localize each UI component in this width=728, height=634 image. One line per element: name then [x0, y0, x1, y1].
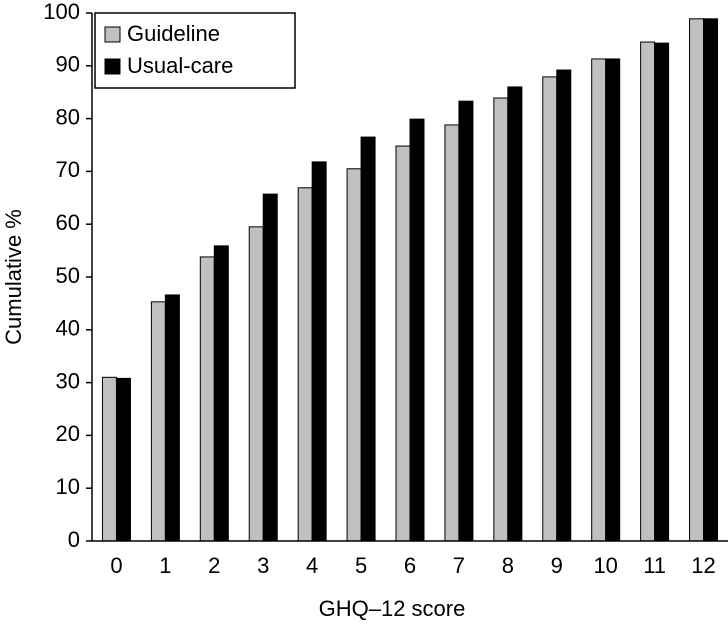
legend-swatch [104, 58, 121, 75]
bar [703, 18, 719, 542]
bar [199, 256, 215, 542]
legend-label: Guideline [127, 21, 220, 46]
bar [248, 226, 264, 542]
y-tick-label: 20 [56, 421, 80, 446]
x-tick-label: 3 [257, 553, 269, 578]
bar [689, 18, 705, 542]
y-tick-label: 60 [56, 210, 80, 235]
bar [654, 42, 670, 542]
y-axis-title: Cumulative % [1, 209, 26, 345]
bar [409, 118, 425, 542]
y-tick-label: 90 [56, 52, 80, 77]
bar [444, 124, 460, 542]
bar [605, 58, 621, 542]
x-tick-label: 4 [306, 553, 318, 578]
y-tick-label: 10 [56, 474, 80, 499]
legend-box [94, 12, 296, 89]
x-tick-label: 11 [643, 553, 666, 578]
x-tick-label: 2 [208, 553, 220, 578]
y-tick-label: 30 [56, 368, 80, 393]
legend-swatch [104, 26, 121, 43]
bar [458, 100, 474, 542]
y-tick-label: 0 [68, 527, 80, 552]
bar [507, 86, 523, 542]
x-tick-label: 9 [551, 553, 563, 578]
x-tick-label: 8 [502, 553, 514, 578]
x-tick-label: 1 [159, 553, 171, 578]
bar [346, 168, 362, 542]
bar [213, 245, 229, 542]
x-tick-label: 0 [110, 553, 122, 578]
x-tick-label: 6 [404, 553, 416, 578]
x-tick-label: 5 [355, 553, 367, 578]
x-tick-label: 10 [593, 553, 617, 578]
bar [640, 41, 656, 542]
bar [150, 301, 166, 542]
y-tick-label: 50 [56, 263, 80, 288]
legend-label: Usual-care [127, 53, 233, 78]
x-tick-label: 12 [691, 553, 715, 578]
bar [542, 76, 558, 542]
y-tick-label: 40 [56, 316, 80, 341]
bar [101, 376, 117, 542]
bar [395, 145, 411, 542]
bar [311, 161, 327, 542]
bar [115, 377, 131, 542]
bar [297, 187, 313, 542]
x-tick-label: 7 [453, 553, 465, 578]
bar [360, 136, 376, 542]
bar [591, 58, 607, 542]
y-tick-label: 100 [43, 0, 80, 24]
bar [556, 69, 572, 542]
y-tick-label: 80 [56, 104, 80, 129]
bar [262, 193, 278, 542]
bar [493, 97, 509, 542]
x-axis-title: GHQ–12 score [319, 596, 466, 621]
bar [164, 294, 180, 542]
y-tick-label: 70 [56, 157, 80, 182]
